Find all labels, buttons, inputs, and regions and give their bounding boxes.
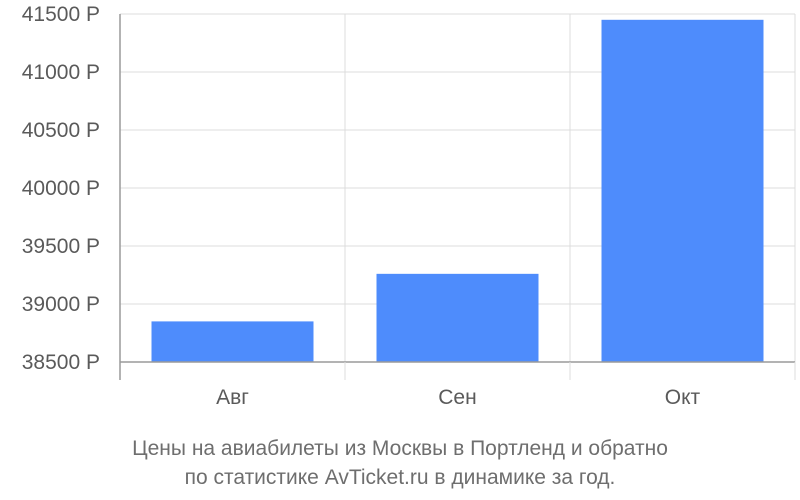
chart-caption: Цены на авиабилеты из Москвы в Портленд …: [132, 437, 668, 489]
y-tick-label: 40000 Р: [22, 177, 100, 200]
x-tick-label: Сен: [438, 386, 476, 409]
y-tick-label: 38500 Р: [22, 351, 100, 374]
x-tick-labels: Авг Сен Окт: [216, 386, 700, 409]
bar: [376, 273, 539, 362]
x-tick-label: Авг: [216, 386, 249, 409]
bar: [151, 321, 314, 362]
y-tick-label: 40500 Р: [22, 119, 100, 142]
bar: [601, 19, 764, 363]
y-tick-label: 39000 Р: [22, 293, 100, 316]
axes: [119, 14, 796, 380]
caption-line-2: по статистике AvTicket.ru в динамике за …: [185, 466, 616, 489]
y-tick-labels: 38500 Р 39000 Р 39500 Р 40000 Р 40500 Р 41000…: [22, 3, 100, 374]
y-tick-label: 41500 Р: [22, 3, 100, 26]
caption-line-1: Цены на авиабилеты из Москвы в Портленд …: [132, 437, 668, 460]
grid: [120, 13, 796, 363]
bars: [151, 19, 764, 363]
y-tick-label: 41000 Р: [22, 61, 100, 84]
x-tick-label: Окт: [665, 386, 701, 409]
y-tick-label: 39500 Р: [22, 235, 100, 258]
